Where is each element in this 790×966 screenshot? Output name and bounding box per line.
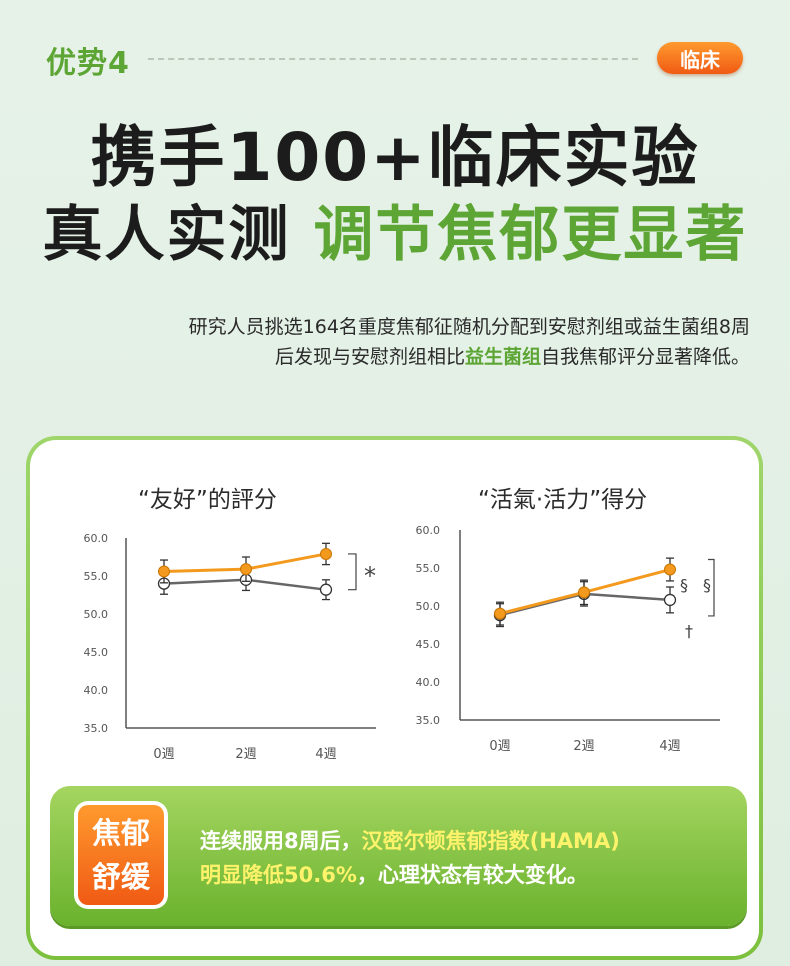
summary-band: 焦郁 舒缓 连续服用8周后，汉密尔顿焦郁指数(HAMA) 明显降低50.6%，心… xyxy=(50,786,747,926)
chart2-category-label: 0週 xyxy=(489,739,510,754)
chart2-section-mark-2: § xyxy=(703,576,711,595)
relief-badge-line2: 舒缓 xyxy=(91,860,150,894)
chart1-ytick-label: 60.0 xyxy=(84,532,109,545)
chart2-ytick-label: 60.0 xyxy=(416,524,441,537)
chart1-title: “友好”的評分 xyxy=(138,487,277,513)
chart1-ytick-label: 45.0 xyxy=(84,646,109,659)
top-bar: 优势4 临床 xyxy=(0,0,790,90)
description-line2-after: 自我焦郁评分显著降低。 xyxy=(540,346,750,368)
summary-line1-white: 连续服用8周后， xyxy=(200,829,362,853)
chart2-point-open xyxy=(663,593,677,607)
chart1-point-open xyxy=(319,583,333,596)
description-highlight: 益生菌组 xyxy=(464,346,541,368)
chart2-point-filled xyxy=(494,607,506,620)
chart2-ytick-label: 55.0 xyxy=(416,562,441,575)
summary-line2-white: ，心理状态有较大变化。 xyxy=(356,863,588,887)
clinical-badge: 临床 xyxy=(657,42,743,74)
summary-line2-yellow: 明显降低50.6% xyxy=(200,863,357,887)
chart2-category-label: 2週 xyxy=(573,739,594,754)
study-description: 研究人员挑选164名重度焦郁征随机分配到安慰剂组或益生菌组8周 后发现与安慰剂组… xyxy=(60,312,750,372)
charts-svg: 60.0 55.0 50.0 45.0 40.0 35.0 0週 2週 4週 60.0 55.0 50… xyxy=(84,524,720,762)
results-card: “友好”的評分 “活氣·活力”得分 60.0 55.0 50.0 45.0 40.0 35… xyxy=(26,436,763,960)
description-line2-before: 后发现与安慰剂组相比 xyxy=(274,346,465,368)
chart1-ytick-label: 55.0 xyxy=(84,570,109,583)
chart2-title: “活氣·活力”得分 xyxy=(478,487,648,513)
dashed-divider xyxy=(148,58,638,60)
chart1-ytick-label: 50.0 xyxy=(84,608,109,621)
chart1-point-filled xyxy=(320,547,332,560)
headline-line2: 真人实测 调节焦郁更显著 xyxy=(0,186,790,273)
chart1-significance-bracket xyxy=(348,553,357,591)
chart2-category-label: 4週 xyxy=(659,739,680,754)
chart2-ytick-label: 50.0 xyxy=(416,600,441,613)
chart1-category-label: 0週 xyxy=(153,747,174,762)
chart2-section-mark: § xyxy=(680,576,688,595)
chart1-ytick-label: 40.0 xyxy=(84,684,109,697)
advantage-label: 优势4 xyxy=(46,46,130,81)
chart1-ytick-label: 35.0 xyxy=(84,722,109,735)
summary-line2: 明显降低50.6%，心理状态有较大变化。 xyxy=(200,858,740,892)
headline-line2-dark: 真人实测 xyxy=(42,200,291,270)
chart1-significance-mark: * xyxy=(364,562,376,590)
relief-badge-inner: 焦郁 舒缓 xyxy=(78,805,164,905)
chart1-category-label: 2週 xyxy=(235,747,256,762)
chart1-point-filled xyxy=(158,565,170,578)
relief-badge-line1: 焦郁 xyxy=(91,816,150,850)
chart1-category-label: 4週 xyxy=(315,747,336,762)
description-line1: 研究人员挑选164名重度焦郁征随机分配到安慰剂组或益生菌组8周 xyxy=(188,316,750,338)
chart2-significance-bracket xyxy=(708,558,715,617)
chart2-ytick-label: 45.0 xyxy=(416,638,441,651)
chart2-dagger-mark: † xyxy=(685,621,693,640)
summary-text: 连续服用8周后，汉密尔顿焦郁指数(HAMA) 明显降低50.6%，心理状态有较大… xyxy=(200,824,740,892)
summary-line1-yellow: 汉密尔顿焦郁指数(HAMA) xyxy=(361,829,620,853)
chart1-point-filled xyxy=(240,563,252,576)
relief-badge: 焦郁 舒缓 xyxy=(74,801,168,909)
description-line2: 后发现与安慰剂组相比益生菌组自我焦郁评分显著降低。 xyxy=(60,342,750,372)
chart2-ytick-label: 40.0 xyxy=(416,676,441,689)
headline-line2-green: 调节焦郁更显著 xyxy=(313,200,748,270)
summary-line1: 连续服用8周后，汉密尔顿焦郁指数(HAMA) xyxy=(200,824,740,858)
chart2-point-filled xyxy=(578,586,590,599)
headline-line1: 携手100+临床实验 xyxy=(90,119,700,196)
results-card-inner: “友好”的評分 “活氣·活力”得分 60.0 55.0 50.0 45.0 40.0 35… xyxy=(30,440,759,956)
chart2-ytick-label: 35.0 xyxy=(416,714,441,727)
chart2-point-filled xyxy=(664,563,676,576)
